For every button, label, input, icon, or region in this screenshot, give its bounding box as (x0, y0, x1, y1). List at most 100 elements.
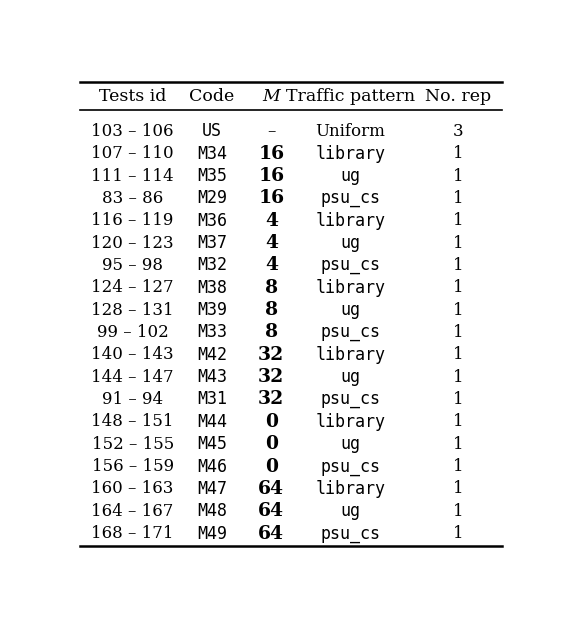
Text: M47: M47 (197, 480, 227, 498)
Text: 83 – 86: 83 – 86 (102, 190, 163, 207)
Text: 8: 8 (265, 279, 278, 297)
Text: library: library (316, 279, 386, 297)
Text: M34: M34 (197, 144, 227, 162)
Text: 4: 4 (265, 234, 278, 252)
Text: psu_cs: psu_cs (320, 324, 381, 342)
Text: library: library (316, 480, 386, 498)
Text: psu_cs: psu_cs (320, 525, 381, 542)
Text: 32: 32 (258, 346, 285, 364)
Text: 144 – 147: 144 – 147 (91, 369, 174, 386)
Text: 16: 16 (258, 190, 285, 208)
Text: 0: 0 (265, 413, 278, 431)
Text: 0: 0 (265, 458, 278, 476)
Text: library: library (316, 346, 386, 364)
Text: M49: M49 (197, 525, 227, 542)
Text: 1: 1 (453, 458, 463, 475)
Text: M44: M44 (197, 413, 227, 431)
Text: 32: 32 (258, 391, 285, 409)
Text: Tests id: Tests id (99, 88, 166, 105)
Text: 1: 1 (453, 167, 463, 185)
Text: 111 – 114: 111 – 114 (91, 167, 174, 185)
Text: ug: ug (341, 368, 361, 386)
Text: M42: M42 (197, 346, 227, 364)
Text: ug: ug (341, 167, 361, 185)
Text: library: library (316, 144, 386, 162)
Text: 156 – 159: 156 – 159 (91, 458, 174, 475)
Text: 91 – 94: 91 – 94 (102, 391, 163, 408)
Text: Uniform: Uniform (316, 123, 386, 140)
Text: M46: M46 (197, 458, 227, 476)
Text: psu_cs: psu_cs (320, 391, 381, 409)
Text: M48: M48 (197, 502, 227, 520)
Text: 8: 8 (265, 301, 278, 319)
Text: M38: M38 (197, 279, 227, 297)
Text: 120 – 123: 120 – 123 (91, 234, 174, 252)
Text: No. rep: No. rep (425, 88, 491, 105)
Text: M31: M31 (197, 391, 227, 409)
Text: 1: 1 (453, 257, 463, 274)
Text: –: – (267, 123, 275, 140)
Text: Code: Code (189, 88, 235, 105)
Text: 160 – 163: 160 – 163 (91, 480, 174, 497)
Text: 32: 32 (258, 368, 285, 386)
Text: 1: 1 (453, 391, 463, 408)
Text: 124 – 127: 124 – 127 (91, 279, 174, 296)
Text: 1: 1 (453, 190, 463, 207)
Text: 1: 1 (453, 302, 463, 319)
Text: M39: M39 (197, 301, 227, 319)
Text: 99 – 102: 99 – 102 (97, 324, 169, 341)
Text: 1: 1 (453, 212, 463, 229)
Text: 1: 1 (453, 503, 463, 520)
Text: 1: 1 (453, 234, 463, 252)
Text: 1: 1 (453, 525, 463, 542)
Text: M35: M35 (197, 167, 227, 185)
Text: 140 – 143: 140 – 143 (91, 347, 174, 363)
Text: 164 – 167: 164 – 167 (91, 503, 174, 520)
Text: psu_cs: psu_cs (320, 257, 381, 275)
Text: 16: 16 (258, 167, 285, 185)
Text: 1: 1 (453, 414, 463, 430)
Text: 116 – 119: 116 – 119 (91, 212, 174, 229)
Text: ug: ug (341, 502, 361, 520)
Text: 4: 4 (265, 212, 278, 230)
Text: 1: 1 (453, 347, 463, 363)
Text: ug: ug (341, 301, 361, 319)
Text: ug: ug (341, 435, 361, 453)
Text: M45: M45 (197, 435, 227, 453)
Text: 1: 1 (453, 436, 463, 453)
Text: 64: 64 (258, 525, 285, 542)
Text: 1: 1 (453, 480, 463, 497)
Text: 8: 8 (265, 324, 278, 342)
Text: psu_cs: psu_cs (320, 190, 381, 208)
Text: 107 – 110: 107 – 110 (91, 145, 174, 162)
Text: psu_cs: psu_cs (320, 458, 381, 476)
Text: M29: M29 (197, 190, 227, 208)
Text: M37: M37 (197, 234, 227, 252)
Text: M33: M33 (197, 324, 227, 342)
Text: 1: 1 (453, 369, 463, 386)
Text: 103 – 106: 103 – 106 (91, 123, 174, 140)
Text: M: M (262, 88, 280, 105)
Text: M32: M32 (197, 257, 227, 275)
Text: 128 – 131: 128 – 131 (91, 302, 174, 319)
Text: 95 – 98: 95 – 98 (102, 257, 163, 274)
Text: 3: 3 (453, 123, 463, 140)
Text: M36: M36 (197, 212, 227, 230)
Text: 4: 4 (265, 257, 278, 275)
Text: 64: 64 (258, 480, 285, 498)
Text: 1: 1 (453, 324, 463, 341)
Text: 148 – 151: 148 – 151 (91, 414, 174, 430)
Text: Traffic pattern: Traffic pattern (286, 88, 415, 105)
Text: 1: 1 (453, 279, 463, 296)
Text: 16: 16 (258, 144, 285, 162)
Text: 168 – 171: 168 – 171 (91, 525, 174, 542)
Text: 64: 64 (258, 502, 285, 520)
Text: ug: ug (341, 234, 361, 252)
Text: 152 – 155: 152 – 155 (91, 436, 174, 453)
Text: M43: M43 (197, 368, 227, 386)
Text: library: library (316, 212, 386, 230)
Text: US: US (202, 122, 222, 140)
Text: 1: 1 (453, 145, 463, 162)
Text: library: library (316, 413, 386, 431)
Text: 0: 0 (265, 435, 278, 453)
